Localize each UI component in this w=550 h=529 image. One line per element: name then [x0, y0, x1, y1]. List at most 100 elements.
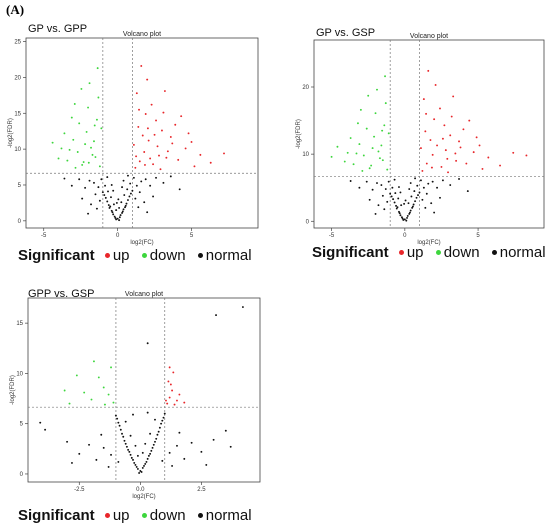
point-up	[180, 115, 183, 118]
point-up	[162, 111, 165, 114]
point-up	[149, 157, 152, 160]
x-tick-label: -5	[41, 233, 47, 239]
point-down	[107, 393, 110, 396]
point-normal	[94, 193, 97, 196]
point-normal	[404, 199, 407, 202]
point-up	[424, 130, 427, 133]
point-up	[177, 158, 180, 161]
point-up	[166, 150, 169, 153]
point-down	[97, 96, 100, 99]
point-normal	[88, 443, 91, 446]
point-down	[76, 151, 79, 153]
point-down	[102, 386, 105, 389]
point-normal	[390, 195, 393, 198]
point-down	[80, 87, 83, 90]
point-normal	[152, 443, 155, 446]
point-down	[373, 135, 376, 138]
point-down	[73, 103, 76, 105]
point-normal	[133, 461, 136, 464]
x-tick-label: 2.5	[197, 487, 206, 493]
point-up	[138, 160, 141, 163]
point-normal	[136, 454, 139, 457]
point-normal	[126, 188, 129, 191]
point-normal	[104, 196, 107, 199]
point-down	[110, 366, 112, 369]
point-normal	[381, 194, 384, 197]
point-up	[454, 152, 457, 155]
point-normal	[349, 180, 352, 182]
point-normal	[229, 445, 232, 448]
point-normal	[398, 186, 400, 188]
point-normal	[112, 203, 115, 206]
point-up	[449, 134, 452, 137]
legend-dot-down	[141, 252, 147, 258]
y-tick-label: 20	[302, 85, 309, 91]
point-normal	[111, 211, 114, 214]
point-normal	[410, 195, 413, 198]
point-down	[84, 143, 87, 146]
point-normal	[427, 182, 430, 185]
point-normal	[100, 178, 103, 181]
point-normal	[144, 178, 147, 181]
point-down	[95, 118, 98, 121]
point-normal	[401, 217, 404, 220]
point-down	[91, 153, 94, 156]
point-down	[387, 132, 390, 135]
point-down	[97, 376, 100, 379]
point-normal	[154, 418, 156, 421]
point-normal	[150, 449, 153, 452]
point-normal	[176, 444, 178, 447]
point-normal	[403, 218, 406, 221]
point-normal	[386, 200, 389, 203]
point-normal	[106, 200, 109, 203]
point-normal	[155, 176, 157, 179]
point-up	[455, 159, 458, 162]
point-normal	[398, 212, 401, 215]
point-normal	[118, 216, 121, 219]
x-axis-label: log2(FC)	[130, 240, 153, 246]
plot-frame	[27, 297, 261, 483]
point-normal	[422, 186, 425, 189]
point-down	[381, 159, 384, 162]
point-normal	[138, 191, 141, 194]
point-normal	[358, 186, 361, 189]
point-normal	[122, 179, 125, 182]
point-up	[187, 132, 190, 135]
point-normal	[395, 207, 398, 210]
point-up	[171, 142, 174, 145]
point-normal	[124, 204, 127, 207]
point-normal	[110, 209, 113, 212]
point-up	[193, 165, 196, 168]
point-normal	[392, 198, 395, 201]
point-normal	[84, 186, 87, 189]
point-normal	[156, 433, 159, 436]
point-down	[384, 75, 387, 78]
point-normal	[95, 207, 98, 210]
point-up	[169, 135, 172, 138]
point-up	[158, 154, 160, 157]
point-down	[83, 391, 86, 394]
point-normal	[114, 414, 117, 417]
point-normal	[115, 201, 118, 204]
point-up	[132, 143, 135, 146]
point-normal	[163, 412, 166, 415]
y-tick-label: 5	[20, 422, 24, 428]
point-normal	[162, 181, 165, 184]
point-normal	[144, 442, 147, 445]
y-tick-label: 10	[16, 371, 23, 377]
point-normal	[141, 466, 144, 469]
legend-title: Significant	[18, 507, 95, 524]
point-normal	[441, 179, 444, 182]
point-up	[184, 147, 187, 150]
point-up	[144, 163, 146, 166]
point-up	[143, 151, 146, 153]
point-normal	[466, 190, 469, 193]
point-normal	[409, 182, 412, 184]
point-normal	[132, 176, 135, 179]
point-normal	[380, 184, 383, 186]
point-up	[169, 383, 172, 386]
point-normal	[146, 342, 149, 345]
point-normal	[403, 202, 406, 205]
x-tick-label: -2.5	[74, 487, 85, 493]
point-normal	[421, 198, 424, 201]
